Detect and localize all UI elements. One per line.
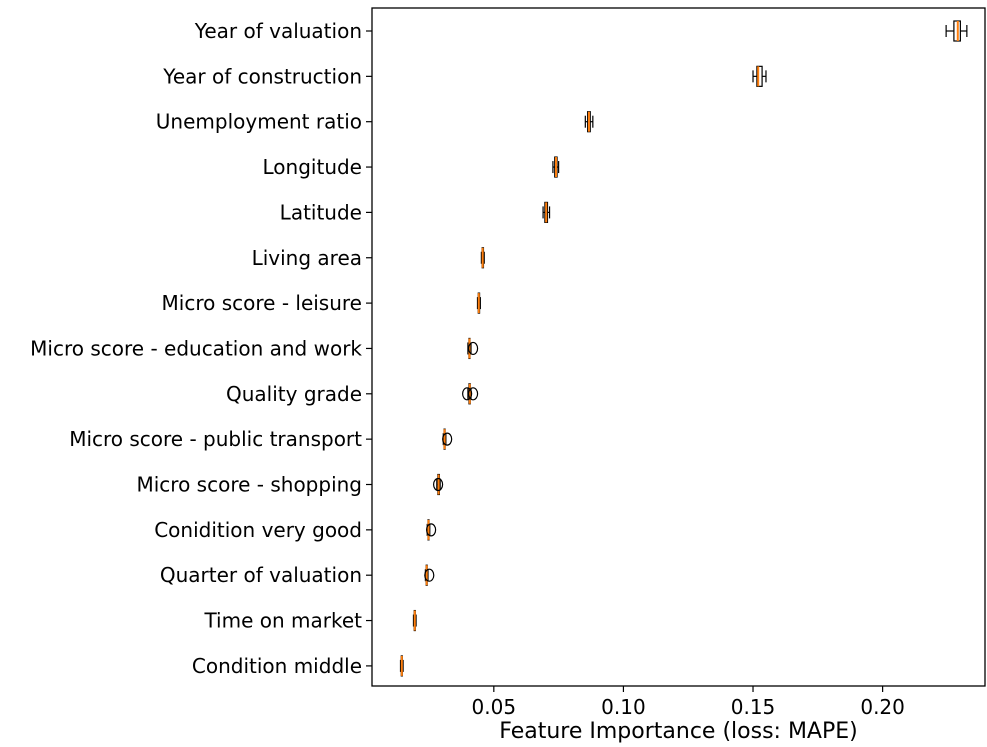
y-tick-label: Condition middle [192,654,362,678]
outlier-marker [424,568,435,582]
boxplot-item [424,564,435,586]
y-tick-label: Conidition very good [154,518,362,542]
iqr-box [756,65,763,87]
y-tick-label: Micro score - public transport [69,427,362,451]
boxplot-item [425,519,437,541]
y-tick-label: Unemployment ratio [156,110,362,134]
outlier-marker [425,523,437,537]
x-tick-label: 0.10 [601,695,646,719]
y-tick-label: Year of construction [162,64,362,88]
category-labels: Year of valuation Year of construction Une… [30,19,372,678]
y-tick-label: Longitude [263,155,362,179]
y-tick-label: Living area [252,246,362,270]
outlier-marker [442,432,453,446]
outlier-marker [462,387,473,401]
x-tick-label: 0.20 [860,695,905,719]
boxplot-item [552,156,560,178]
x-tick-label: 0.05 [472,695,517,719]
outlier-marker [467,387,479,401]
plot-area-frame [371,7,986,687]
boxplot-item [542,201,551,223]
boxplot-boxes [399,20,968,677]
boxplot-item [752,65,767,87]
boxplot-item [584,111,594,133]
y-tick-label: Micro score - shopping [136,473,362,497]
y-tick-label: Micro score - education and work [30,336,362,360]
boxplot-item [432,473,444,496]
y-tick-label: Time on market [203,609,362,633]
y-tick-label: Quality grade [226,382,362,406]
x-tick-label: 0.15 [731,695,776,719]
x-axis-ticks: 0.05 0.10 0.15 0.20 [472,686,905,719]
outlier-marker [432,477,444,492]
x-axis-label: Feature Importance (loss: MAPE) [499,719,857,744]
boxplot-item [480,247,485,269]
y-tick-label: Year of valuation [194,19,362,43]
y-tick-label: Micro score - leisure [162,291,362,315]
outlier-marker [467,341,479,356]
boxplot-item [476,292,481,314]
boxplot-item [945,20,968,42]
y-tick-label: Quarter of valuation [160,563,362,587]
y-tick-label: Latitude [280,200,362,224]
boxplot-item [399,655,404,677]
boxplot-item [412,609,417,632]
boxplot-item [442,428,453,450]
boxplot-item [462,383,479,405]
boxplot-item [467,337,479,360]
